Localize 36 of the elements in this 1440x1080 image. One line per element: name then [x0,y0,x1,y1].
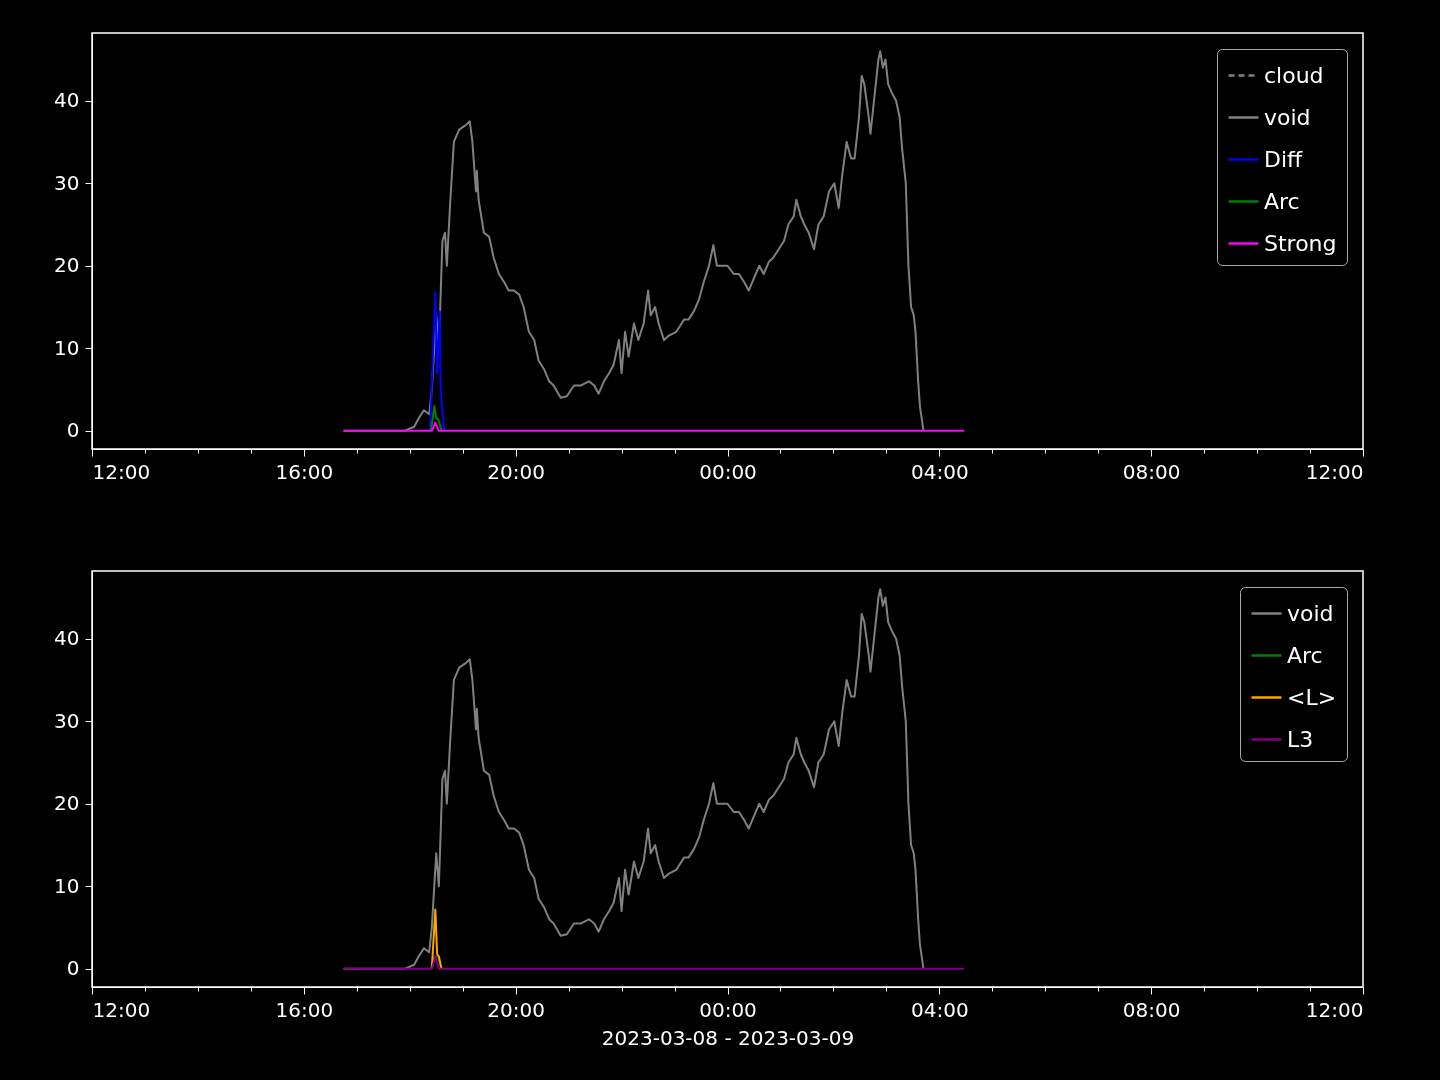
legend-label: void [1287,600,1334,626]
legend-label: L3 [1287,726,1314,752]
legend-label: void [1264,104,1311,130]
x-tick-label: 16:00 [275,997,334,1022]
x-axis-title: 2023-03-08 - 2023-03-09 [601,1025,855,1050]
x-tick-label: 08:00 [1122,459,1181,484]
x-tick-label: 12:00 [1305,459,1364,484]
legend-label: Arc [1287,642,1323,668]
legend-label: <L> [1287,684,1337,710]
x-tick-label: 04:00 [911,997,969,1022]
y-tick-label: 20 [54,791,80,816]
legend-label: Strong [1264,230,1337,256]
x-tick-label: 00:00 [699,459,757,484]
x-tick-label: 16:00 [275,459,334,484]
y-tick-label: 40 [54,626,80,651]
y-tick-label: 30 [54,170,80,195]
line-series [429,291,446,432]
y-tick-label: 10 [54,873,80,898]
x-tick-label: 12:00 [1305,997,1364,1022]
y-tick-label: 0 [66,956,80,981]
y-tick-label: 0 [66,418,80,443]
x-tick-label: 20:00 [487,997,545,1022]
legend-label: cloud [1264,62,1324,88]
y-tick-label: 10 [54,335,80,360]
legend-label: Arc [1264,188,1300,214]
y-tick-label: 30 [54,708,80,733]
legend-label: Diff [1264,146,1304,172]
x-tick-label: 04:00 [911,459,969,484]
x-tick-label: 00:00 [699,997,757,1022]
x-tick-label: 08:00 [1122,997,1181,1022]
y-tick-label: 40 [54,88,80,113]
x-tick-label: 12:00 [92,459,151,484]
x-tick-label: 12:00 [92,997,151,1022]
y-tick-label: 20 [54,253,80,278]
x-tick-label: 20:00 [487,459,545,484]
line-series [430,908,443,970]
